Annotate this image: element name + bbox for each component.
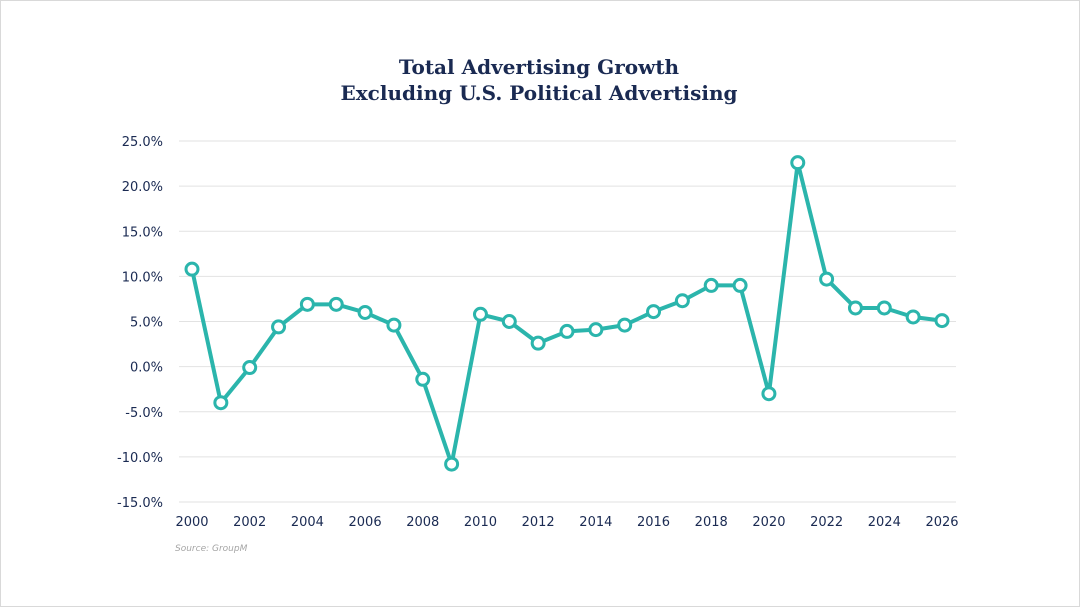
y-tick-label: 10.0% — [122, 270, 163, 285]
x-tick-label: 2026 — [925, 515, 958, 530]
data-point — [213, 395, 229, 411]
series-line — [190, 160, 944, 467]
x-tick-label: 2004 — [291, 515, 324, 530]
x-tick-label: 2018 — [695, 515, 728, 530]
data-point — [617, 317, 633, 333]
y-tick-label: 20.0% — [122, 180, 163, 195]
y-tick-label: -5.0% — [125, 406, 163, 421]
data-point — [184, 261, 200, 277]
y-tick-label: 15.0% — [122, 225, 163, 240]
data-point — [415, 371, 431, 387]
x-tick-label: 2024 — [868, 515, 901, 530]
x-tick-label: 2022 — [810, 515, 843, 530]
data-point — [847, 300, 863, 316]
chart-title: Total Advertising Growth — [399, 55, 680, 79]
data-point — [905, 309, 921, 325]
y-tick-label: 25.0% — [122, 135, 163, 150]
chart-subtitle: Excluding U.S. Political Advertising — [341, 81, 738, 105]
gridlines — [179, 140, 956, 503]
data-point — [386, 317, 402, 333]
data-point — [444, 456, 460, 472]
y-tick-label: -15.0% — [117, 496, 163, 511]
x-tick-label: 2000 — [175, 515, 208, 530]
x-axis-ticks: 2000 2002 2004 2006 2008 2010 2012 2014 2016 2018… — [175, 515, 958, 530]
data-point — [934, 313, 950, 329]
x-tick-label: 2006 — [349, 515, 382, 530]
x-tick-label: 2016 — [637, 515, 670, 530]
y-axis-ticks: 25.0% 20.0% 15.0% 10.0% 5.0% 0.0% -5.0% -10.0% -… — [117, 135, 163, 511]
data-point — [674, 293, 690, 309]
x-tick-label: 2014 — [579, 515, 612, 530]
series-layer — [184, 155, 950, 472]
data-point — [732, 277, 748, 293]
data-point — [530, 335, 546, 351]
data-point — [242, 360, 258, 376]
data-point — [876, 300, 892, 316]
y-tick-label: 0.0% — [130, 361, 163, 376]
y-tick-label: 5.0% — [130, 316, 163, 331]
data-point — [559, 323, 575, 339]
x-tick-label: 2002 — [233, 515, 266, 530]
y-tick-label: -10.0% — [117, 451, 163, 466]
data-point — [299, 296, 315, 312]
x-tick-label: 2012 — [522, 515, 555, 530]
x-tick-label: 2008 — [406, 515, 439, 530]
data-point — [357, 304, 373, 320]
data-point — [790, 155, 806, 171]
data-point — [761, 386, 777, 402]
x-tick-label: 2010 — [464, 515, 497, 530]
data-point — [472, 306, 488, 322]
data-point — [646, 304, 662, 320]
data-point — [328, 296, 344, 312]
source-note: Source: GroupM — [175, 544, 248, 554]
data-point — [271, 319, 287, 335]
data-point — [819, 271, 835, 287]
data-point — [588, 322, 604, 338]
data-point — [501, 314, 517, 329]
data-point — [703, 277, 719, 293]
x-tick-label: 2020 — [752, 515, 785, 530]
